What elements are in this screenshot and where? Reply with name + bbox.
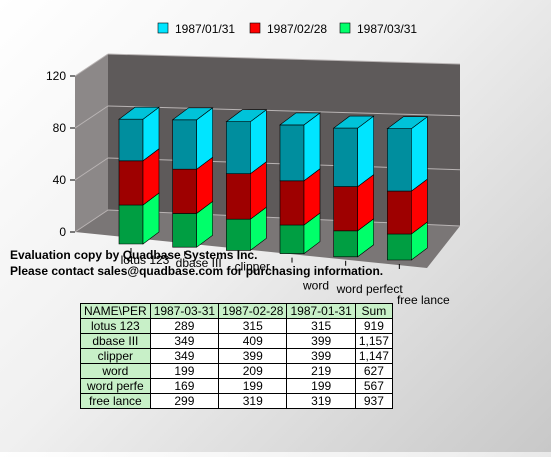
bar-front [226, 121, 251, 174]
table-header-sum: Sum [354, 303, 393, 319]
table-cell: 399 [286, 348, 356, 364]
table-row: free lance 299 319 319 937 [80, 393, 393, 409]
category-label: dbase III [176, 256, 222, 270]
bar-front [226, 173, 251, 220]
bar-front [118, 118, 144, 162]
table-cell: word perfe [80, 378, 151, 394]
table-cell: 209 [218, 363, 288, 379]
table-cell: lotus 123 [80, 318, 151, 334]
table-cell: 299 [149, 393, 220, 409]
table-cell: 169 [149, 378, 220, 394]
table-header-name: NAME\PER [80, 303, 151, 319]
bar-top [279, 112, 321, 126]
bar-front [172, 119, 197, 170]
table-cell: 1,147 [354, 348, 393, 364]
bar-front [333, 230, 358, 258]
data-table: NAME\PER 1987-03-31 1987-02-28 1987-01-3… [80, 303, 393, 409]
table-cell: 349 [149, 348, 220, 364]
table-cell: 315 [286, 318, 356, 334]
table-row: lotus 123 289 315 315 919 [80, 318, 393, 334]
table-cell: 199 [149, 363, 220, 379]
table-header-period-3: 1987-01-31 [286, 303, 356, 319]
bar-front [387, 190, 412, 235]
gridline-back [107, 105, 461, 117]
table-cell: 199 [286, 378, 356, 394]
gridline-left [74, 157, 109, 181]
watermark-line-2: Please contact sales@quadbase.com for pu… [10, 264, 384, 278]
gridline-left [74, 209, 109, 233]
category-label: clipper [235, 259, 270, 273]
legend-label: 1987/01/31 [175, 22, 235, 36]
y-tick-label: 120 [46, 69, 66, 83]
table-row: word perfe 169 199 199 567 [80, 378, 393, 394]
bar-front [226, 218, 251, 251]
table-cell: 409 [218, 333, 288, 349]
table-header-period-2: 1987-02-28 [218, 303, 288, 319]
table-cell: 199 [218, 378, 288, 394]
gridline-back [107, 53, 461, 65]
bar-top [118, 106, 160, 120]
gridline-left [74, 105, 109, 129]
category-label: lotus 123 [121, 253, 170, 267]
legend-swatch [249, 22, 261, 34]
bar-front [279, 180, 305, 226]
bar-top [386, 116, 429, 129]
y-tick-label: 40 [53, 173, 67, 187]
bar-front [172, 168, 197, 214]
category-label: free lance [397, 293, 450, 307]
category-label: word [302, 279, 329, 293]
bar-top [171, 107, 214, 121]
table-row: word 199 209 219 627 [80, 363, 393, 379]
bar-top [225, 109, 268, 122]
table-header-period-1: 1987-03-31 [149, 303, 220, 319]
chart-left-wall [75, 54, 108, 232]
legend-label: 1987/03/31 [357, 22, 417, 36]
y-tick-label: 0 [59, 225, 66, 239]
bar-front [118, 204, 144, 245]
bar-front [387, 128, 412, 192]
legend-swatch [339, 22, 351, 34]
legend-label: 1987/02/28 [267, 22, 327, 36]
table-cell: 1,157 [354, 333, 393, 349]
table-cell: 937 [354, 393, 393, 409]
table-cell: clipper [80, 348, 151, 364]
table-header-row: NAME\PER 1987-03-31 1987-02-28 1987-01-3… [80, 303, 393, 319]
table-row: clipper 349 399 399 1,147 [80, 348, 393, 364]
table-cell: dbase III [80, 333, 151, 349]
y-tick-label: 80 [53, 121, 67, 135]
table-cell: 319 [286, 393, 356, 409]
table-cell: 567 [354, 378, 393, 394]
table-cell: 399 [218, 348, 288, 364]
category-label: word perfect [336, 282, 404, 296]
table-cell: 349 [149, 333, 220, 349]
bar-front [279, 224, 305, 254]
watermark-line-1: Evaluation copy by Quadbase Systems Inc. [10, 248, 258, 262]
bar-front [279, 124, 305, 182]
gridline-left [74, 53, 109, 77]
table-cell: word [80, 363, 151, 379]
bar-front [387, 233, 412, 261]
table-cell: 627 [354, 363, 393, 379]
table-cell: 289 [149, 318, 220, 334]
bar-front [118, 160, 144, 206]
table-cell: 219 [286, 363, 356, 379]
bar-side [411, 116, 428, 192]
table-cell: 919 [354, 318, 393, 334]
legend-swatch [157, 22, 169, 34]
bar-front [333, 186, 358, 232]
table-row: dbase III 349 409 399 1,157 [80, 333, 393, 349]
table-cell: 319 [218, 393, 288, 409]
bar-front [172, 213, 197, 248]
table-cell: 399 [286, 333, 356, 349]
bar-top [332, 115, 375, 129]
table-cell: free lance [80, 393, 151, 409]
table-cell: 315 [218, 318, 288, 334]
bar-front [333, 127, 358, 187]
